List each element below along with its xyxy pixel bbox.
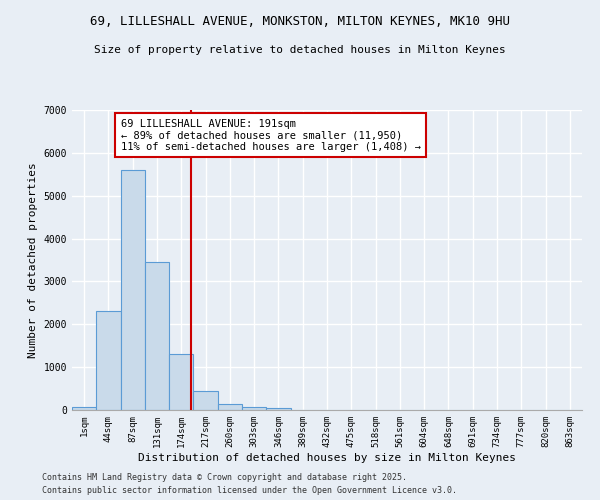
Bar bbox=[193, 390, 218, 410]
Bar bbox=[96, 312, 121, 410]
Text: Contains public sector information licensed under the Open Government Licence v3: Contains public sector information licen… bbox=[42, 486, 457, 495]
Bar bbox=[145, 262, 169, 410]
Bar bbox=[72, 406, 96, 410]
Y-axis label: Number of detached properties: Number of detached properties bbox=[28, 162, 38, 358]
Text: Contains HM Land Registry data © Crown copyright and database right 2025.: Contains HM Land Registry data © Crown c… bbox=[42, 474, 407, 482]
Bar bbox=[266, 408, 290, 410]
Text: 69, LILLESHALL AVENUE, MONKSTON, MILTON KEYNES, MK10 9HU: 69, LILLESHALL AVENUE, MONKSTON, MILTON … bbox=[90, 15, 510, 28]
Bar bbox=[242, 407, 266, 410]
X-axis label: Distribution of detached houses by size in Milton Keynes: Distribution of detached houses by size … bbox=[138, 452, 516, 462]
Text: Size of property relative to detached houses in Milton Keynes: Size of property relative to detached ho… bbox=[94, 45, 506, 55]
Bar bbox=[169, 354, 193, 410]
Bar bbox=[218, 404, 242, 410]
Bar bbox=[121, 170, 145, 410]
Text: 69 LILLESHALL AVENUE: 191sqm
← 89% of detached houses are smaller (11,950)
11% o: 69 LILLESHALL AVENUE: 191sqm ← 89% of de… bbox=[121, 118, 421, 152]
